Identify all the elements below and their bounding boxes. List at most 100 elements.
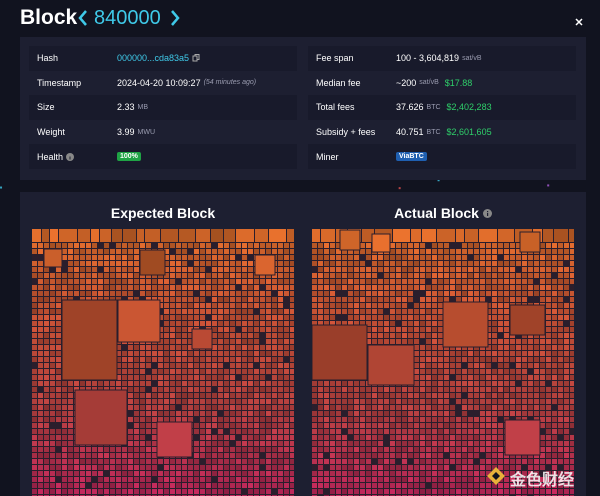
tx-tile [468,381,473,386]
tx-tile [402,405,407,410]
tx-tile [318,411,323,416]
tx-tile [438,405,443,410]
tx-tile [558,357,563,362]
tx-tile [212,363,217,368]
tx-tile [564,351,569,356]
tx-tile [278,279,283,284]
tx-tile [272,249,277,254]
detail-label: Weight [29,127,117,137]
tx-tile [224,243,229,248]
tx-tile [336,399,341,404]
tx-tile [260,399,265,404]
tx-tile [62,423,67,428]
tx-tile [318,249,323,254]
tx-tile [492,387,497,392]
tx-tile [378,465,383,470]
tx-tile [188,285,193,290]
prev-block[interactable] [76,9,90,27]
tx-tile [342,489,347,494]
tx-tile [522,267,527,272]
tx-tile [468,465,473,470]
tx-tile [284,279,289,284]
tx-tile [414,489,419,494]
tx-tile [248,381,253,386]
tx-tile [570,483,574,488]
tx-tile [366,309,371,314]
tx-tile [312,435,317,440]
tx-tile [62,273,67,278]
tx-tile [342,399,347,404]
tx-tile [546,255,551,260]
tx-tile [414,267,419,272]
copy-icon[interactable] [192,54,200,62]
tx-tile [372,405,377,410]
tx-tile [200,423,205,428]
tx-tile [80,285,85,290]
tx-tile [486,363,491,368]
tx-tile [318,381,323,386]
tx-tile [336,471,341,476]
tx-tile [196,229,210,242]
tx-tile [402,393,407,398]
tx-tile [378,441,383,446]
tx-tile [80,471,85,476]
tx-tile [342,249,347,254]
tx-tile [564,447,569,452]
tx-tile [516,357,521,362]
tx-tile [426,393,431,398]
tx-tile [486,285,491,290]
tx-tile [462,261,467,266]
tx-tile [62,417,67,422]
tx-tile [330,465,335,470]
tx-tile [278,435,283,440]
tx-tile [540,381,545,386]
tx-tile [354,417,359,422]
fiat-value: $2,402,283 [446,102,492,113]
tx-tile [272,285,277,290]
tx-tile [426,387,431,392]
tx-tile [570,363,574,368]
tx-tile [104,291,109,296]
tx-tile [456,273,461,278]
tx-tile [188,375,193,380]
tx-tile [218,351,223,356]
tx-tile [260,375,265,380]
tx-tile [486,249,491,254]
tx-tile [522,411,527,416]
tx-tile [158,459,163,464]
tx-tile [558,429,563,434]
info-icon[interactable] [482,209,492,218]
tx-tile [378,261,383,266]
tx-tile [242,477,247,482]
tx-tile [462,417,467,422]
tx-tile [182,465,187,470]
tx-tile [230,381,235,386]
tx-tile [140,285,145,290]
tx-tile [44,435,49,440]
close-button[interactable] [574,17,584,27]
tx-tile [318,453,323,458]
tx-tile [414,417,419,422]
info-icon[interactable] [65,152,74,161]
tx-tile [390,291,395,296]
tx-tile [38,465,43,470]
tx-tile [56,345,61,350]
tx-tile [324,321,329,326]
tx-tile [134,405,139,410]
tx-tile [330,297,335,302]
tx-tile [212,321,217,326]
tx-tile [540,339,545,344]
tx-tile [360,387,365,392]
tx-tile [426,321,431,326]
next-block[interactable] [168,9,182,27]
tx-tile [498,357,503,362]
tx-tile [248,339,253,344]
tx-tile [318,315,323,320]
tx-tile [134,429,139,434]
tx-tile [510,291,515,296]
tx-tile [152,411,157,416]
tx-tile [164,345,169,350]
tx-tile [146,381,151,386]
tx-tile [480,381,485,386]
tx-tile [164,411,169,416]
